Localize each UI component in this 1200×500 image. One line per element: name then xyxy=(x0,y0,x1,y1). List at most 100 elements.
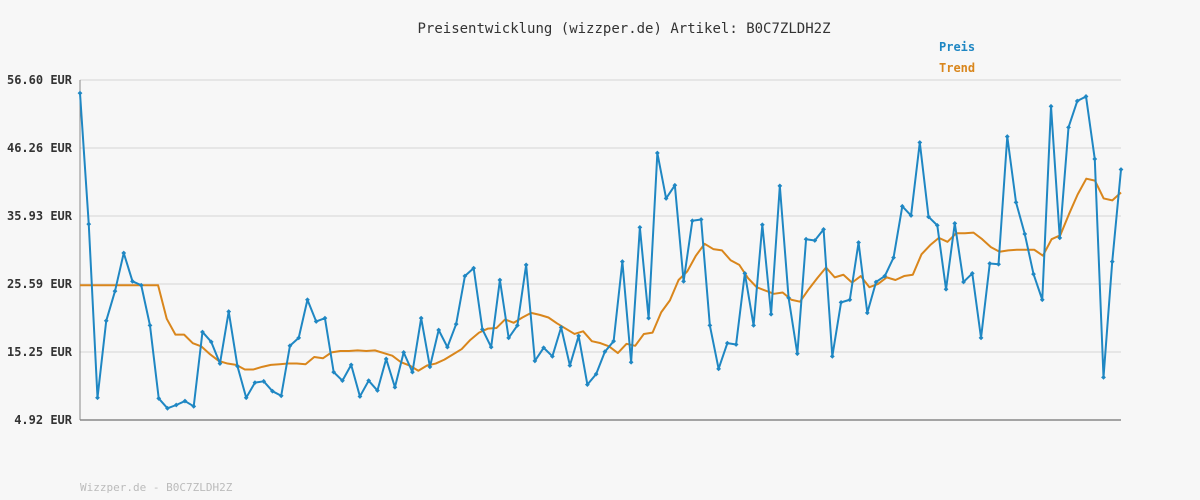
y-tick-label: 46.26 EUR xyxy=(7,141,73,155)
data-point xyxy=(532,358,538,364)
data-point xyxy=(462,273,468,279)
data-point xyxy=(1101,374,1106,380)
data-point xyxy=(759,222,765,228)
data-point xyxy=(637,224,643,230)
data-point xyxy=(733,342,739,347)
data-point xyxy=(436,327,442,333)
data-point xyxy=(899,203,905,209)
data-point xyxy=(689,218,695,224)
data-point xyxy=(969,271,975,276)
data-point xyxy=(138,282,144,288)
data-point xyxy=(803,236,809,242)
data-point xyxy=(777,183,783,189)
data-point xyxy=(523,262,529,268)
data-point xyxy=(742,271,748,276)
series-layer xyxy=(77,90,1124,411)
data-point xyxy=(541,345,547,351)
legend-preis: Preis xyxy=(939,40,975,54)
data-point xyxy=(926,214,931,220)
data-point xyxy=(77,90,83,96)
data-point xyxy=(891,255,896,261)
data-point xyxy=(567,363,573,368)
data-point xyxy=(1013,199,1019,205)
data-point xyxy=(864,310,870,316)
data-point xyxy=(786,295,791,301)
data-point xyxy=(173,402,179,408)
data-point xyxy=(497,277,503,283)
data-point xyxy=(672,182,678,188)
data-point xyxy=(602,349,608,355)
data-point xyxy=(296,335,302,341)
data-point xyxy=(1048,103,1054,109)
data-point xyxy=(1083,94,1089,99)
data-point xyxy=(235,363,240,369)
data-point xyxy=(1092,156,1098,162)
data-point xyxy=(243,395,249,401)
data-point xyxy=(200,329,205,335)
data-point xyxy=(908,213,914,218)
y-tick-label: 15.25 EUR xyxy=(7,345,73,359)
data-point xyxy=(584,382,590,388)
data-point xyxy=(103,318,109,324)
data-point xyxy=(829,353,835,359)
data-point xyxy=(217,361,223,366)
data-point xyxy=(331,369,337,375)
data-point xyxy=(751,322,756,328)
data-point xyxy=(392,384,398,390)
data-point xyxy=(208,339,214,345)
data-point xyxy=(121,250,127,256)
data-point xyxy=(401,349,407,355)
data-point xyxy=(961,279,966,285)
data-point xyxy=(611,338,617,344)
data-point xyxy=(952,221,958,226)
data-point xyxy=(917,140,923,145)
data-point xyxy=(934,222,940,228)
data-point xyxy=(488,344,494,350)
data-point xyxy=(383,356,389,362)
data-point xyxy=(453,321,459,327)
data-point xyxy=(480,326,485,332)
data-point xyxy=(558,324,564,330)
chart-title: Preisentwicklung (wizzper.de) Artikel: B… xyxy=(417,21,830,37)
data-point xyxy=(1057,235,1063,241)
data-point xyxy=(418,315,424,321)
data-point xyxy=(838,299,844,305)
data-point xyxy=(278,393,284,399)
data-point xyxy=(86,221,92,227)
data-point xyxy=(619,259,625,264)
data-point xyxy=(1031,271,1036,277)
data-point xyxy=(147,322,153,328)
data-point xyxy=(646,315,652,321)
data-point xyxy=(261,378,267,384)
data-point xyxy=(1022,231,1028,237)
data-point xyxy=(471,265,477,271)
data-point xyxy=(873,279,879,285)
y-tick-label: 56.60 EUR xyxy=(7,73,73,87)
data-point xyxy=(576,333,582,339)
data-point xyxy=(1109,259,1115,264)
legend-trend: Trend xyxy=(939,61,975,75)
data-point xyxy=(681,278,687,284)
data-point xyxy=(698,217,704,222)
data-point xyxy=(856,240,861,245)
y-tick-label: 35.93 EUR xyxy=(7,209,73,223)
data-point xyxy=(1004,134,1010,139)
y-tick-label: 25.59 EUR xyxy=(7,277,73,291)
data-point xyxy=(410,369,415,375)
data-point xyxy=(1039,297,1045,303)
data-point xyxy=(305,297,310,303)
data-point xyxy=(506,335,512,341)
y-tick-label: 4.92 EUR xyxy=(14,413,73,427)
data-point xyxy=(191,403,197,409)
data-point xyxy=(724,340,730,346)
data-point xyxy=(654,150,660,156)
data-point xyxy=(549,353,555,359)
series-line-preis xyxy=(79,93,1122,410)
data-point xyxy=(978,335,984,341)
data-point xyxy=(156,396,162,401)
data-point xyxy=(357,394,363,399)
series-line-trend xyxy=(80,177,1122,372)
data-point xyxy=(996,261,1001,267)
data-point xyxy=(182,398,188,404)
